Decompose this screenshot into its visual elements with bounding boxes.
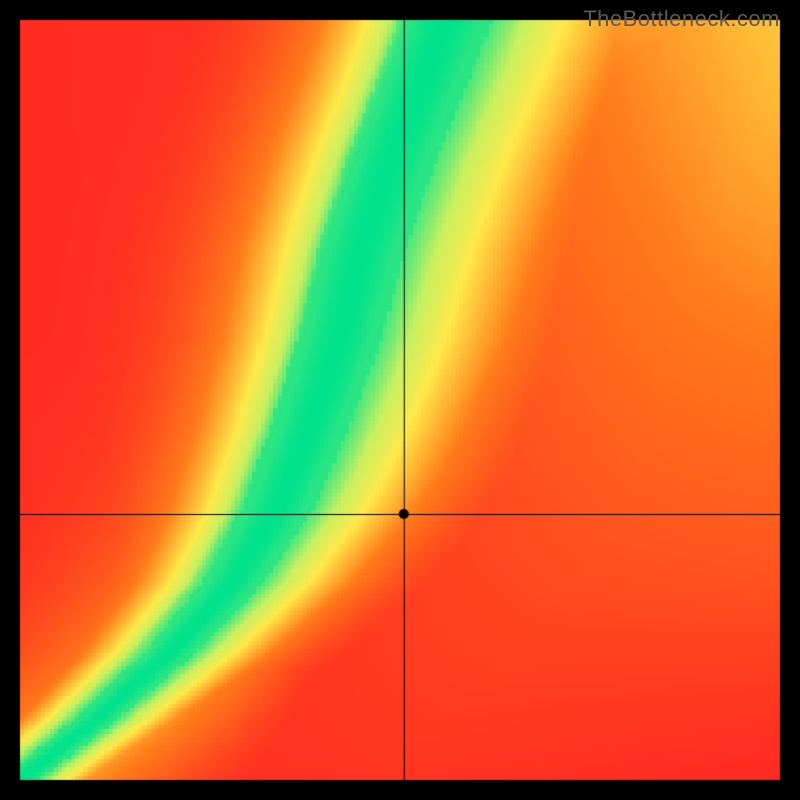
watermark-text: TheBottleneck.com xyxy=(583,6,780,32)
heatmap-canvas xyxy=(0,0,800,800)
chart-container: TheBottleneck.com xyxy=(0,0,800,800)
